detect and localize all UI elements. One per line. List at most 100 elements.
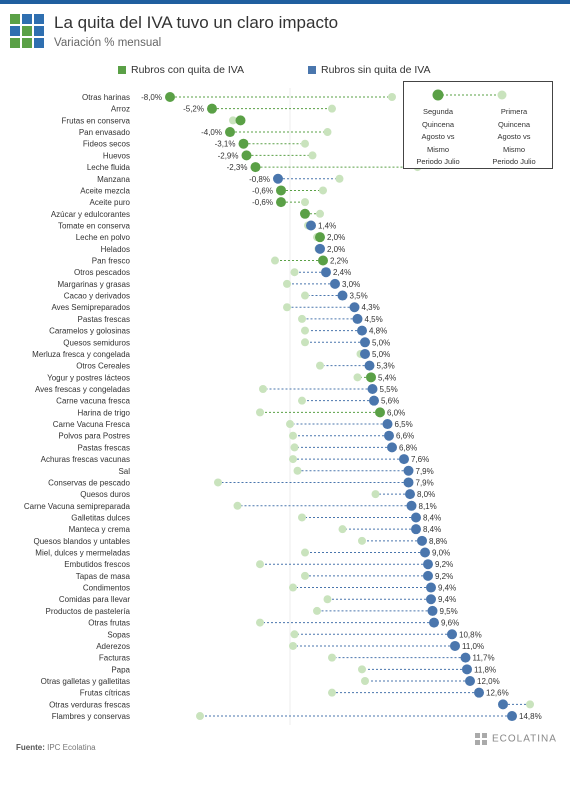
value-label: -2,3% — [227, 163, 248, 172]
first-half-dot — [301, 291, 309, 300]
category-label: Quesos blandos y untables — [33, 537, 130, 546]
second-half-dot — [406, 500, 417, 511]
second-half-dot — [364, 360, 375, 371]
first-half-dot — [298, 513, 306, 522]
second-half-dot — [300, 208, 310, 219]
first-half-dot — [301, 198, 309, 207]
first-half-dot — [358, 536, 366, 545]
first-half-dot — [323, 128, 332, 137]
value-label: 9,0% — [432, 549, 450, 558]
value-label: 4,3% — [362, 303, 380, 312]
first-half-dot — [526, 700, 534, 709]
second-half-dot — [426, 582, 436, 593]
category-label: Pan envasado — [79, 128, 131, 137]
value-label: -2,9% — [218, 151, 239, 160]
second-half-dot — [318, 255, 328, 266]
first-half-dot — [301, 139, 309, 148]
value-label: 3,0% — [342, 280, 360, 289]
value-label: 4,5% — [365, 315, 383, 324]
value-label: 12,0% — [477, 677, 500, 686]
category-label: Achuras frescas vacunas — [41, 455, 130, 464]
first-half-dot — [328, 688, 336, 697]
value-label: 7,9% — [416, 478, 434, 487]
value-label: -4,0% — [201, 128, 222, 137]
first-half-dot — [313, 606, 321, 615]
first-half-dot — [316, 209, 324, 218]
category-label: Pastas frescas — [78, 443, 130, 452]
second-half-dot — [375, 407, 385, 418]
category-label: Huevos — [103, 151, 130, 160]
category-label: Otros pescados — [74, 268, 130, 277]
first-half-dot — [283, 279, 291, 288]
category-label: Pan fresco — [92, 257, 131, 266]
value-label: -3,1% — [215, 140, 236, 149]
value-label: 8,4% — [423, 525, 441, 534]
category-label: Pastas frescas — [78, 315, 130, 324]
first-half-dot — [271, 256, 279, 265]
value-label: 9,4% — [438, 584, 456, 593]
value-label: 2,0% — [327, 245, 345, 254]
category-label: Aderezos — [96, 642, 130, 651]
second-half-dot — [360, 337, 370, 348]
second-half-dot — [429, 617, 439, 628]
key-left-line: Periodo Julio — [416, 157, 460, 166]
key-right-line: Quincena — [497, 119, 531, 129]
value-label: 11,0% — [462, 642, 484, 651]
first-half-dot — [283, 303, 291, 312]
first-half-dot — [338, 525, 347, 534]
category-label: Azúcar y edulcorantes — [51, 210, 130, 219]
category-label: Cacao y derivados — [64, 292, 130, 301]
first-half-dot — [301, 326, 309, 335]
legend-item-con-quita: Rubros con quita de IVA — [118, 64, 244, 76]
first-half-dot — [289, 583, 297, 592]
value-label: 5,0% — [372, 338, 390, 347]
value-label: -0,6% — [252, 198, 273, 207]
category-label: Conservas de pescado — [48, 478, 130, 487]
second-half-dot — [352, 313, 363, 324]
legend-label-sin-quita: Rubros sin quita de IVA — [321, 64, 431, 76]
legend-key-left-label: Segunda Quincena Agosto vs Mismo Periodo… — [408, 106, 468, 169]
brand-grid-icon — [475, 733, 487, 745]
first-half-dot — [256, 560, 264, 569]
second-half-dot — [474, 687, 484, 698]
value-label: 10,8% — [459, 630, 482, 639]
value-label: 9,2% — [435, 560, 453, 569]
second-half-dot — [238, 138, 249, 149]
value-label: -0,8% — [249, 175, 270, 184]
first-half-dot — [289, 455, 297, 464]
category-label: Facturas — [99, 654, 130, 663]
source-text: IPC Ecolatina — [47, 743, 96, 752]
category-label: Yogur y postres lácteos — [47, 373, 130, 382]
value-label: 11,8% — [474, 665, 496, 674]
category-label: Otras frutas — [88, 619, 130, 628]
value-label: 4,8% — [369, 327, 387, 336]
second-half-dot — [330, 278, 340, 289]
second-half-dot — [367, 384, 378, 394]
category-label: Carne vacuna fresca — [56, 397, 130, 406]
value-label: 5,0% — [372, 350, 390, 359]
first-half-dot — [289, 431, 297, 440]
value-label: 6,8% — [399, 443, 417, 452]
first-half-dot — [298, 314, 306, 323]
key-right-line: Agosto vs — [497, 132, 531, 141]
first-half-dot — [214, 478, 222, 487]
category-label: Productos de pastelería — [46, 607, 131, 616]
legend-key-sample — [432, 89, 507, 101]
second-half-dot — [276, 185, 286, 196]
chart-title: La quita del IVA tuvo un claro impacto — [54, 13, 339, 32]
first-half-dot — [256, 408, 264, 417]
first-half-dot — [371, 490, 380, 499]
value-label: 1,4% — [318, 221, 336, 230]
legend-green-swatch-icon — [118, 66, 126, 75]
value-label: 8,0% — [417, 490, 435, 499]
second-half-dot — [411, 512, 421, 523]
key-left-line: Mismo — [426, 144, 450, 154]
value-label: 8,4% — [423, 513, 441, 522]
category-label: Quesos duros — [80, 490, 130, 499]
category-label: Galletitas dulces — [71, 513, 130, 522]
legend-key-right-label: Primera Quincena Agosto vs Mismo Periodo… — [484, 106, 544, 169]
first-half-dot — [259, 385, 267, 393]
value-label: 9,5% — [440, 607, 458, 616]
value-label: 11,7% — [473, 654, 495, 663]
